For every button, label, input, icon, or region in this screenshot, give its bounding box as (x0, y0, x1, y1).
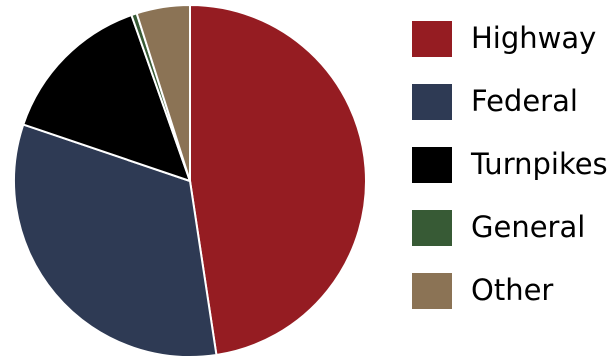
legend-label-federal: Federal (471, 84, 578, 118)
legend-swatch-federal (412, 83, 452, 120)
pie-slice-highway (189, 4, 367, 357)
legend: Highway Federal Turnpikes General Other (412, 20, 608, 335)
legend-label-turnpikes: Turnpikes (471, 147, 608, 181)
legend-item-highway: Highway (412, 20, 608, 57)
pie-slice-turnpikes (22, 14, 191, 182)
legend-swatch-general (412, 209, 452, 246)
pie-slice-other (135, 4, 191, 182)
pie-slice-federal (13, 123, 218, 358)
legend-label-general: General (471, 210, 586, 244)
legend-item-turnpikes: Turnpikes (412, 146, 608, 183)
legend-item-federal: Federal (412, 83, 608, 120)
legend-item-general: General (412, 209, 608, 246)
legend-label-highway: Highway (471, 21, 597, 55)
legend-item-other: Other (412, 272, 608, 309)
legend-swatch-turnpikes (412, 146, 452, 183)
legend-label-other: Other (471, 273, 554, 307)
pie-chart (13, 4, 367, 358)
legend-swatch-other (412, 272, 452, 309)
legend-swatch-highway (412, 20, 452, 57)
